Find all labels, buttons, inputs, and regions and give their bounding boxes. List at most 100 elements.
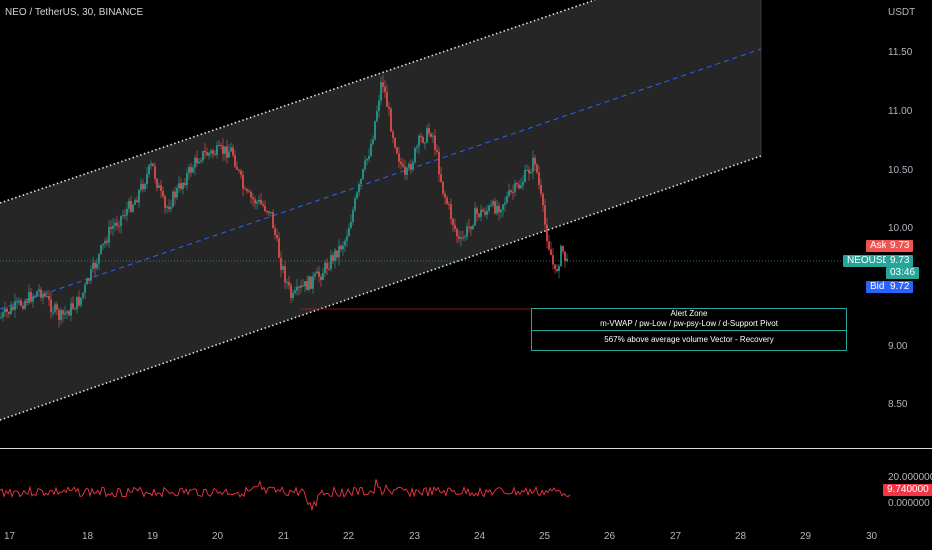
time-tick: 30 <box>866 531 878 542</box>
time-tick: 18 <box>82 531 94 542</box>
candle-body <box>274 228 276 235</box>
time-tick: 29 <box>800 531 812 542</box>
candle-body <box>484 211 486 215</box>
candle-body <box>152 163 154 167</box>
candle-body <box>418 135 420 147</box>
candle-body <box>536 164 538 173</box>
candle-body <box>498 205 500 213</box>
candle-body <box>386 92 388 107</box>
time-tick: 26 <box>604 531 616 542</box>
candle-body <box>158 185 160 188</box>
candle-body <box>156 178 158 188</box>
candle-body <box>480 209 482 217</box>
candle-body <box>26 301 28 303</box>
pane-divider[interactable] <box>0 448 932 449</box>
candle-body <box>380 82 382 101</box>
candle-body <box>118 225 120 227</box>
time-tick: 17 <box>4 531 16 542</box>
candle-body <box>424 142 426 144</box>
bid-value: 9.72 <box>886 281 914 293</box>
candle-body <box>494 201 496 214</box>
alert-zone-box[interactable]: Alert Zone m-VWAP / pw-Low / pw-psy-Low … <box>531 308 847 351</box>
candle-body <box>474 208 476 226</box>
candle-body <box>548 241 550 250</box>
candle-body <box>342 245 344 250</box>
candle-body <box>344 240 346 246</box>
candle-body <box>338 245 340 258</box>
candle-body <box>4 308 6 313</box>
candle-body <box>86 278 88 285</box>
candle-body <box>180 183 182 189</box>
candle-body <box>398 153 400 162</box>
candle-body <box>148 165 150 175</box>
candle-body <box>104 240 106 244</box>
time-tick: 21 <box>278 531 290 542</box>
candle-body <box>166 206 168 208</box>
symbol-title[interactable]: NEO / TetherUS, 30, BINANCE <box>5 7 144 18</box>
candle-body <box>32 296 34 302</box>
candle-body <box>296 286 298 291</box>
candle-body <box>412 162 414 170</box>
candle-body <box>112 225 114 229</box>
candle-body <box>42 294 44 298</box>
candle-body <box>116 222 118 226</box>
symbol-tag: NEOUSDT <box>843 255 900 267</box>
candle-body <box>408 164 410 168</box>
candle-body <box>110 227 112 229</box>
candle-body <box>262 204 264 206</box>
candle-body <box>170 206 172 210</box>
candle-body <box>266 210 268 212</box>
candle-body <box>510 190 512 192</box>
candle-body <box>50 299 52 312</box>
candle-body <box>258 199 260 202</box>
candle-body <box>140 183 142 191</box>
candle-body <box>150 163 152 166</box>
alert-zone-subtitle: m-VWAP / pw-Low / pw-psy-Low / d-Support… <box>600 319 778 328</box>
candle-body <box>248 191 250 193</box>
candle-body <box>280 257 282 270</box>
candle-body <box>100 245 102 254</box>
candle-body <box>136 200 138 203</box>
time-tick: 22 <box>343 531 355 542</box>
candle-body <box>198 161 200 164</box>
candle-body <box>438 151 440 175</box>
indicator-bottom-value: 0.000000 <box>888 498 930 509</box>
candle-body <box>202 150 204 161</box>
candle-body <box>302 285 304 287</box>
candle-body <box>44 294 46 297</box>
candle-body <box>450 204 452 219</box>
candle-body <box>72 303 74 309</box>
candle-body <box>22 305 24 309</box>
candle-body <box>232 147 234 156</box>
candle-body <box>58 309 60 320</box>
candle-body <box>124 215 126 217</box>
candle-body <box>356 192 358 199</box>
candle-body <box>132 204 134 212</box>
candle-body <box>182 182 184 189</box>
candle-body <box>394 137 396 148</box>
candle-body <box>300 285 302 288</box>
indicator-top-value: 20.000000 <box>888 472 932 483</box>
candle-body <box>292 293 294 298</box>
candle-body <box>208 153 210 156</box>
candle-body <box>368 156 370 159</box>
candle-body <box>462 237 464 239</box>
candle-body <box>214 153 216 155</box>
alert-zone-title: Alert Zone <box>670 309 708 318</box>
candle-body <box>92 262 94 269</box>
candle-body <box>532 157 534 172</box>
candle-body <box>354 198 356 211</box>
candle-body <box>160 185 162 191</box>
candle-body <box>14 301 16 310</box>
price-tick: 9.00 <box>888 341 908 352</box>
candle-body <box>242 174 244 189</box>
candle-body <box>328 268 330 270</box>
candle-body <box>526 169 528 171</box>
candle-body <box>142 183 144 190</box>
candle-body <box>554 264 556 270</box>
candle-body <box>390 108 392 132</box>
candle-body <box>434 135 436 151</box>
candle-body <box>188 167 190 174</box>
candle-body <box>126 208 128 216</box>
